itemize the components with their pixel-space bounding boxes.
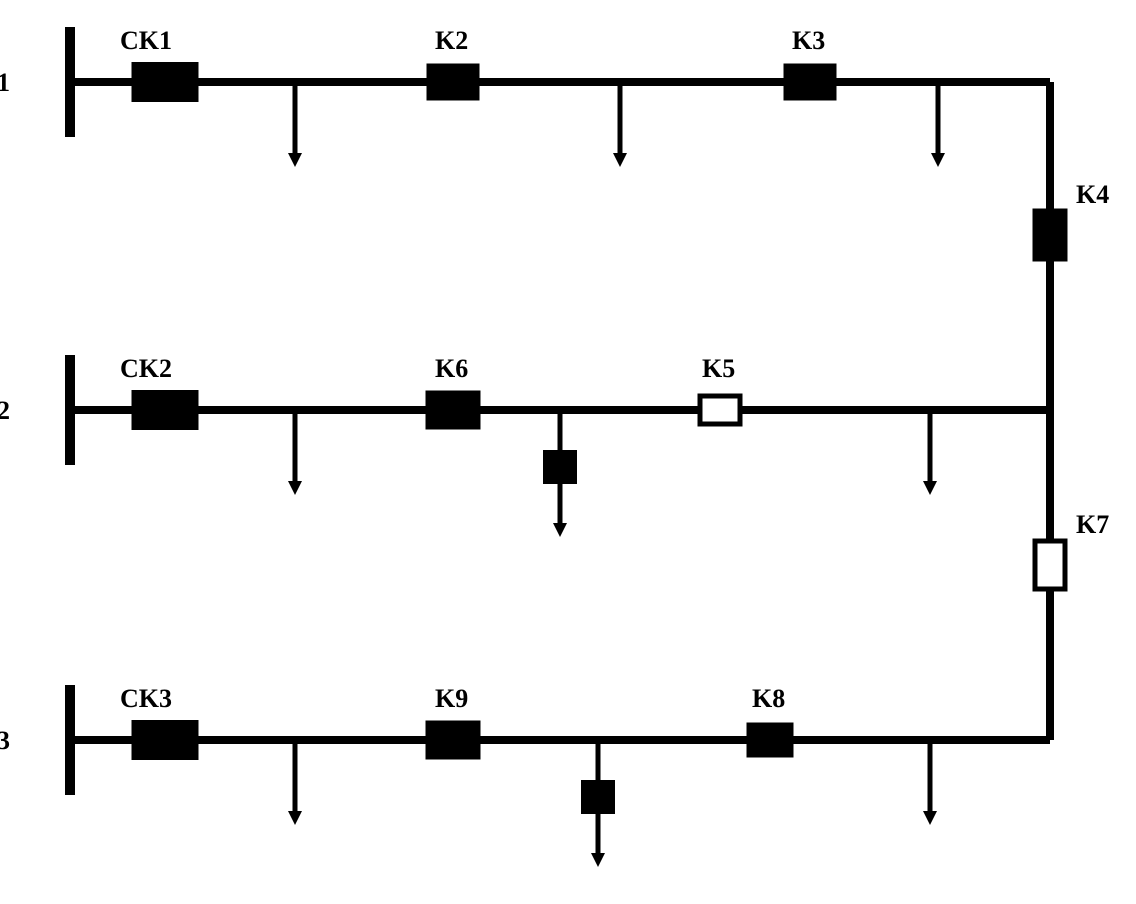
switch-label-k3: K3 [792,26,825,55]
feeder-label-fs1: FS1 [0,68,10,97]
branch-switch [581,780,615,814]
switch-label-k4: K4 [1076,180,1109,209]
switch-k3 [786,66,834,98]
switch-label-ck1: CK1 [120,26,172,55]
switch-label-k7: K7 [1076,510,1109,539]
switch-label-k9: K9 [435,684,468,713]
switch-k7 [1035,541,1065,589]
switch-k4 [1035,211,1065,259]
switch-label-k8: K8 [752,684,785,713]
switch-label-ck2: CK2 [120,354,172,383]
switch-k5 [700,396,740,424]
feeder-label-fs3: FS3 [0,726,10,755]
switch-k8 [749,725,791,755]
branch-switch [543,450,577,484]
switch-label-k6: K6 [435,354,468,383]
switch-ck2 [134,393,196,428]
switch-label-k2: K2 [435,26,468,55]
switch-label-k5: K5 [702,354,735,383]
switch-k6 [428,393,478,427]
switch-ck1 [134,65,196,100]
feeder-label-fs2: FS2 [0,396,10,425]
switch-ck3 [134,723,196,758]
feeder-diagram: FS1 FS2 FS3 CK1 K2 K3 K4 CK2 K6 K5 K7 CK3 K9 K8 [0,0,1136,904]
switch-k2 [429,66,477,98]
switch-k9 [428,723,478,757]
switch-label-ck3: CK3 [120,684,172,713]
